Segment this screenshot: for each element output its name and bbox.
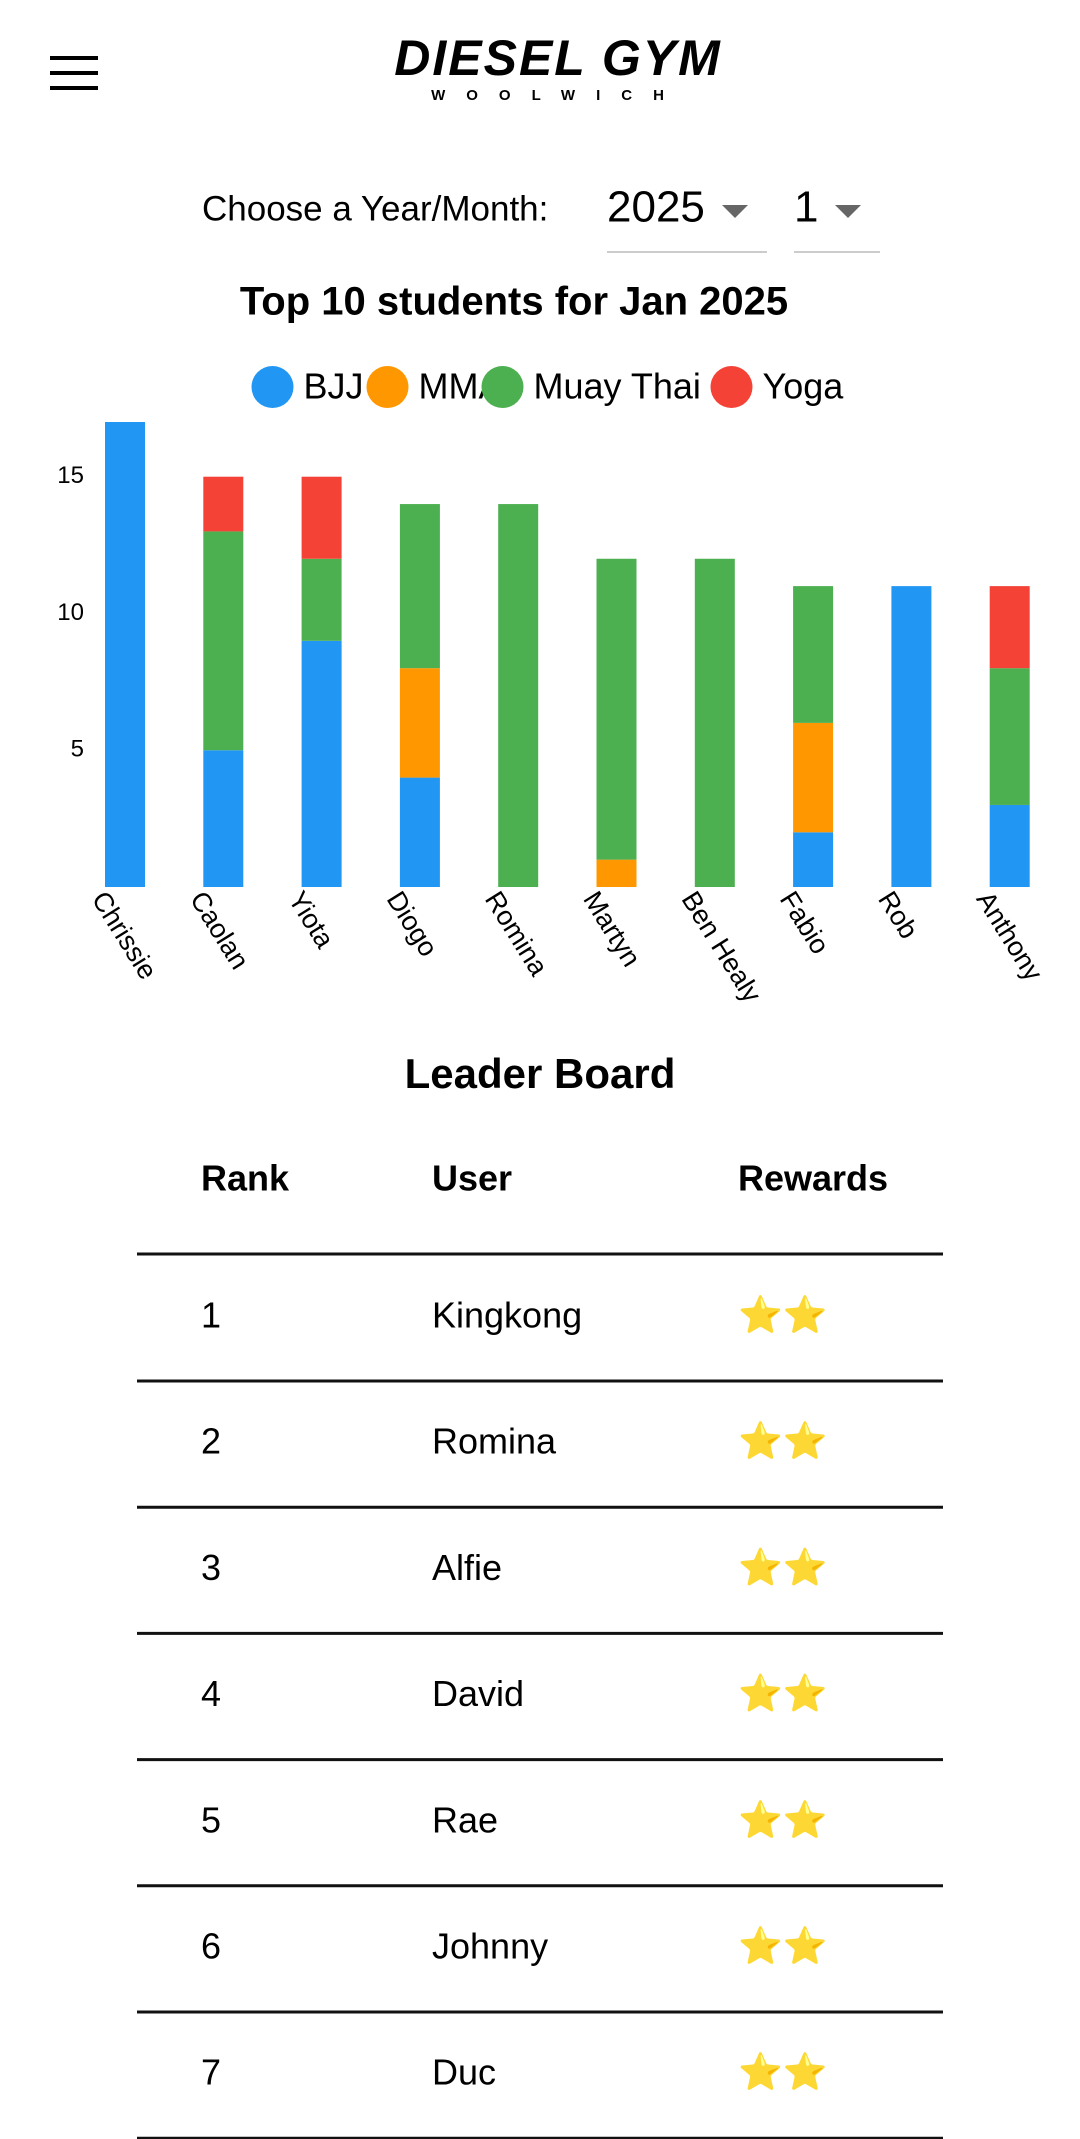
logo-title: DIESEL GYM bbox=[394, 30, 721, 86]
cell-text: Johnny bbox=[432, 1926, 548, 1967]
bar-segment bbox=[301, 476, 342, 559]
bar-segment bbox=[694, 558, 735, 887]
cell-text: 7 bbox=[201, 2052, 221, 2093]
bar-segment bbox=[203, 476, 244, 532]
x-tick-label: Caolan bbox=[184, 886, 255, 974]
x-tick-label: Yiota bbox=[282, 886, 340, 954]
reward-stars: ⭐⭐ bbox=[738, 2051, 828, 2093]
bar-segment bbox=[989, 586, 1030, 669]
menu-bar bbox=[50, 71, 98, 75]
menu-bar bbox=[50, 56, 98, 60]
legend-label: Yoga bbox=[763, 366, 845, 407]
bar-segment bbox=[989, 668, 1030, 805]
y-tick-label: 5 bbox=[71, 736, 84, 763]
bar-segment bbox=[203, 531, 244, 751]
cell-text: Kingkong bbox=[432, 1295, 582, 1336]
x-tick-label: Chrissie bbox=[86, 886, 163, 985]
bar-segment bbox=[793, 832, 834, 887]
year-value: 2025 bbox=[607, 183, 705, 232]
cell-text: Duc bbox=[432, 2052, 496, 2093]
reward-stars: ⭐⭐ bbox=[738, 1925, 828, 1967]
x-tick-label: Rob bbox=[872, 886, 924, 944]
legend-swatch bbox=[251, 366, 294, 408]
bar-segment bbox=[989, 804, 1030, 887]
legend-swatch bbox=[366, 366, 409, 408]
cell-text: 5 bbox=[201, 1799, 221, 1840]
bar-segment bbox=[498, 504, 539, 887]
x-tick-label: Romina bbox=[479, 886, 554, 982]
x-tick-label: Martyn bbox=[577, 886, 646, 972]
legend-label: Muay Thai bbox=[534, 366, 701, 407]
dropdown-arrow bbox=[722, 205, 748, 218]
logo-subtitle: WOOLWICH bbox=[431, 87, 685, 104]
reward-stars: ⭐⭐ bbox=[738, 1799, 828, 1841]
bar-segment bbox=[399, 777, 440, 887]
dropdown-arrow bbox=[835, 205, 861, 218]
y-tick-label: 10 bbox=[57, 599, 84, 626]
menu-bar bbox=[50, 86, 98, 90]
bar-segment bbox=[105, 422, 145, 887]
bar-segment bbox=[891, 586, 932, 887]
bar-segment bbox=[793, 722, 834, 833]
cell-text: Rae bbox=[432, 1799, 498, 1840]
month-dropdown[interactable]: 1 bbox=[794, 183, 880, 253]
column-header: Rank bbox=[201, 1158, 290, 1199]
cell-text: 1 bbox=[201, 1295, 221, 1336]
reward-stars: ⭐⭐ bbox=[738, 1420, 828, 1462]
selector-label: Choose a Year/Month: bbox=[202, 189, 548, 228]
reward-stars: ⭐⭐ bbox=[738, 1673, 828, 1715]
column-header: Rewards bbox=[738, 1158, 888, 1199]
legend-swatch bbox=[710, 366, 753, 408]
bar-segment bbox=[301, 640, 342, 887]
bar-segment bbox=[301, 558, 342, 641]
x-tick-label: Diogo bbox=[381, 886, 444, 962]
cell-text: 2 bbox=[201, 1421, 221, 1462]
cell-text: Alfie bbox=[432, 1547, 502, 1588]
menu-button[interactable] bbox=[50, 56, 98, 90]
leaderboard-table: Rank User Rewards 1 Kingkong ⭐⭐ 2 Romina ⭐⭐ 3 Alfi… bbox=[137, 1158, 943, 2139]
cell-text: 4 bbox=[201, 1673, 221, 1714]
reward-stars: ⭐⭐ bbox=[738, 1294, 828, 1336]
cell-text: 6 bbox=[201, 1926, 221, 1967]
reward-stars: ⭐⭐ bbox=[738, 1546, 828, 1588]
legend-label: BJJ bbox=[304, 366, 364, 407]
cell-text: 3 bbox=[201, 1547, 221, 1588]
x-tick-label: Ben Healy bbox=[676, 886, 768, 1008]
x-tick-label: Anthony bbox=[971, 886, 1049, 986]
bar-segment bbox=[596, 859, 637, 887]
bar-segment bbox=[596, 558, 637, 860]
chart-title: Top 10 students for Jan 2025 bbox=[240, 280, 788, 324]
cell-text: David bbox=[432, 1673, 524, 1714]
y-tick-label: 15 bbox=[57, 462, 84, 489]
month-value: 1 bbox=[794, 183, 818, 232]
bar-segment bbox=[203, 750, 244, 887]
bar-segment bbox=[399, 668, 440, 778]
column-header: User bbox=[432, 1158, 512, 1199]
year-dropdown[interactable]: 2025 bbox=[607, 183, 767, 253]
cell-text: Romina bbox=[432, 1421, 557, 1462]
x-tick-label: Fabio bbox=[774, 886, 835, 959]
bar-segment bbox=[399, 504, 440, 669]
table-title: Leader Board bbox=[405, 1050, 676, 1097]
legend-swatch bbox=[481, 366, 524, 408]
bar-segment bbox=[793, 586, 834, 723]
